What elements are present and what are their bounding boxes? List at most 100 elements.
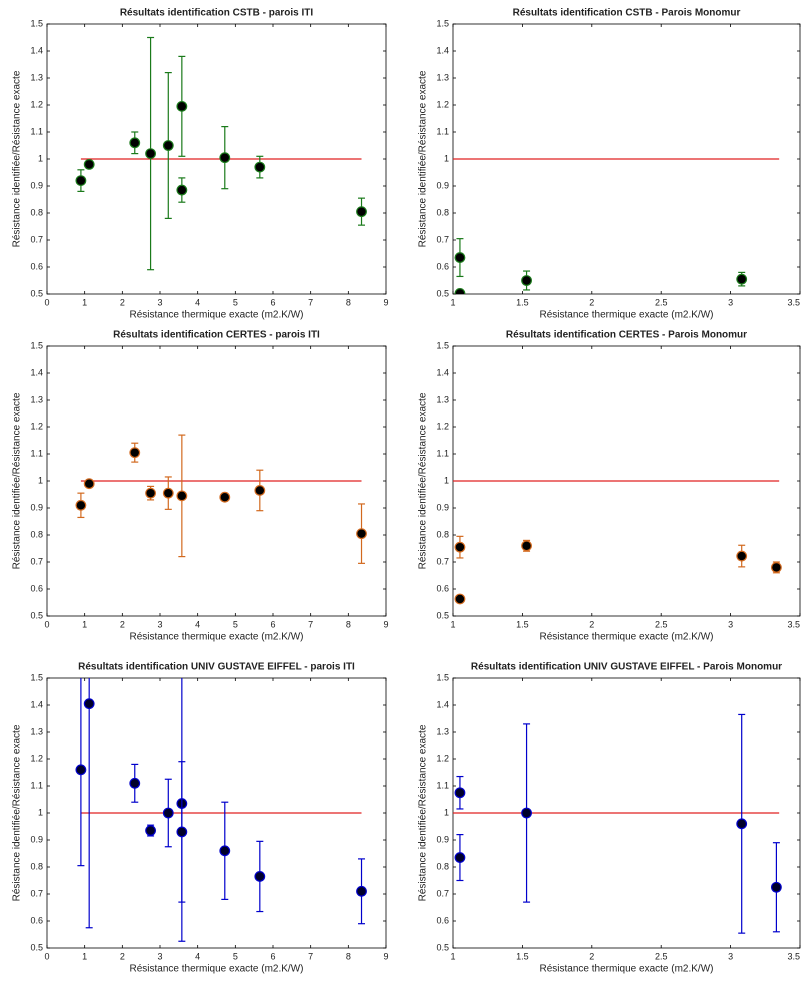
y-tick-label: 0.6 <box>436 261 449 271</box>
y-axis-title: Résistance identifiée/Résistance exacte <box>418 724 429 901</box>
y-tick-label: 0.9 <box>30 502 43 512</box>
y-tick-label: 0.5 <box>436 942 449 952</box>
y-tick-label: 1.1 <box>436 126 449 136</box>
x-tick-label: 3.5 <box>787 297 800 307</box>
x-tick-label: 2 <box>120 951 125 961</box>
y-tick-label: 1.1 <box>30 448 43 458</box>
y-tick-label: 1.2 <box>30 99 43 109</box>
y-tick-label: 0.9 <box>30 834 43 844</box>
data-point <box>176 826 188 838</box>
data-point <box>176 184 188 196</box>
y-tick-label: 0.7 <box>30 888 43 898</box>
y-tick-label: 0.6 <box>30 583 43 593</box>
chart-title: Résultats identification CERTES - Parois… <box>506 330 747 341</box>
y-tick-label: 1.3 <box>30 72 43 82</box>
x-tick-label: 2 <box>589 951 594 961</box>
x-tick-label: 6 <box>270 619 275 629</box>
x-tick-label: 2 <box>120 297 125 307</box>
x-tick-label: 9 <box>383 297 388 307</box>
data-point <box>254 161 266 173</box>
x-tick-label: 2.5 <box>655 951 668 961</box>
x-tick-label: 3.5 <box>787 619 800 629</box>
x-tick-label: 1 <box>82 619 87 629</box>
data-point <box>356 885 367 897</box>
chart-title: Résultats identification CSTB - parois I… <box>120 8 314 19</box>
chart-panel: Résultats identification CERTES - parois… <box>12 330 389 643</box>
x-tick-label: 4 <box>195 297 200 307</box>
data-point <box>736 550 748 562</box>
data-point <box>454 541 466 553</box>
x-tick-label: 0 <box>44 951 49 961</box>
y-tick-label: 1.3 <box>436 72 449 82</box>
x-tick-label: 6 <box>270 297 275 307</box>
y-tick-label: 0.6 <box>436 915 449 925</box>
x-tick-label: 3 <box>157 297 162 307</box>
y-tick-label: 0.9 <box>436 502 449 512</box>
x-tick-label: 7 <box>308 951 313 961</box>
y-tick-label: 1.5 <box>436 672 449 682</box>
y-tick-label: 1.5 <box>30 672 43 682</box>
data-point <box>145 487 156 499</box>
data-point <box>145 148 156 160</box>
y-tick-label: 1.1 <box>30 780 43 790</box>
x-tick-label: 3 <box>157 619 162 629</box>
x-tick-label: 1.5 <box>516 297 529 307</box>
data-point <box>454 288 466 294</box>
y-tick-label: 0.8 <box>436 207 449 217</box>
data-point <box>356 528 367 540</box>
data-point <box>219 845 231 857</box>
y-tick-label: 1.5 <box>30 340 43 350</box>
y-tick-label: 0.7 <box>436 556 449 566</box>
x-tick-label: 3 <box>157 951 162 961</box>
y-tick-label: 1.2 <box>436 753 449 763</box>
y-tick-label: 1.4 <box>436 367 449 377</box>
x-axis-title: Résistance thermique exacte (m2.K/W) <box>130 632 304 643</box>
data-point <box>176 490 188 502</box>
x-tick-label: 3 <box>728 619 733 629</box>
chart-title: Résultats identification UNIV GUSTAVE EI… <box>78 662 355 673</box>
x-tick-label: 2 <box>589 619 594 629</box>
x-axis-title: Résistance thermique exacte (m2.K/W) <box>540 964 714 975</box>
x-tick-label: 4 <box>195 951 200 961</box>
data-point <box>75 175 87 187</box>
data-point <box>254 871 266 882</box>
x-axis-title: Résistance thermique exacte (m2.K/W) <box>540 632 714 643</box>
x-tick-label: 8 <box>346 297 351 307</box>
y-tick-label: 1.4 <box>30 699 43 709</box>
y-axis-title: Résistance identifiée/Résistance exacte <box>418 392 429 569</box>
x-tick-label: 2.5 <box>655 619 668 629</box>
y-tick-label: 0.7 <box>436 888 449 898</box>
y-tick-label: 0.5 <box>436 288 449 298</box>
data-point <box>129 137 141 149</box>
data-point <box>162 140 174 151</box>
data-point <box>129 447 141 459</box>
y-tick-label: 1.4 <box>30 45 43 55</box>
chart-panel: Résultats identification CSTB - Parois M… <box>418 8 801 321</box>
x-tick-label: 1 <box>450 619 455 629</box>
x-tick-label: 0 <box>44 619 49 629</box>
y-tick-label: 1.4 <box>436 699 449 709</box>
x-axis-title: Résistance thermique exacte (m2.K/W) <box>130 964 304 975</box>
y-tick-label: 1.2 <box>436 421 449 431</box>
y-tick-label: 1.1 <box>436 448 449 458</box>
x-tick-label: 3 <box>728 297 733 307</box>
y-tick-label: 0.8 <box>436 861 449 871</box>
data-point <box>736 818 748 830</box>
data-point <box>162 807 174 819</box>
data-point <box>454 593 466 605</box>
data-point <box>356 206 367 218</box>
x-tick-label: 3 <box>728 951 733 961</box>
y-tick-label: 0.6 <box>436 583 449 593</box>
x-tick-label: 5 <box>233 619 238 629</box>
y-tick-label: 0.9 <box>436 180 449 190</box>
data-point <box>145 825 156 836</box>
y-tick-label: 1 <box>38 475 43 485</box>
y-tick-label: 1.4 <box>436 45 449 55</box>
data-point <box>736 273 748 285</box>
y-tick-label: 1 <box>444 807 449 817</box>
y-tick-label: 0.5 <box>436 610 449 620</box>
x-tick-label: 0 <box>44 297 49 307</box>
data-point <box>83 478 95 490</box>
y-tick-label: 0.5 <box>30 288 43 298</box>
